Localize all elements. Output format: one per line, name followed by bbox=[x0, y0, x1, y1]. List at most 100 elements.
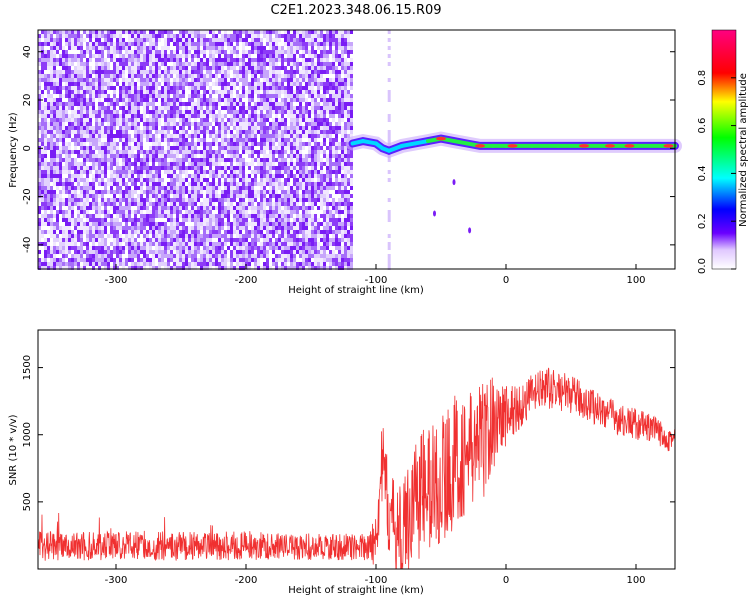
spectrogram-cell bbox=[224, 90, 227, 94]
spectrogram-cell bbox=[302, 238, 305, 242]
spectrogram-cell bbox=[290, 102, 293, 106]
spectrogram-cell bbox=[83, 186, 86, 190]
spectrogram-cell bbox=[164, 122, 167, 126]
spectrogram-cell bbox=[233, 194, 236, 198]
spectrogram-cell bbox=[53, 146, 56, 150]
spectrogram-cell bbox=[194, 226, 197, 230]
spectrogram-cell bbox=[137, 162, 140, 166]
spectrogram-cell bbox=[317, 174, 320, 178]
spectrogram-cell bbox=[185, 210, 188, 214]
spectrogram-cell bbox=[299, 246, 302, 250]
spectrogram-cell bbox=[50, 174, 53, 178]
spectrogram-cell bbox=[131, 262, 134, 266]
spectrogram-cell bbox=[317, 38, 320, 42]
spectrogram-cell bbox=[287, 86, 290, 90]
spectrogram-cell bbox=[239, 178, 242, 182]
spectrogram-cell bbox=[164, 94, 167, 98]
spectrogram-cell bbox=[176, 66, 179, 70]
spectrogram-cell bbox=[179, 222, 182, 226]
spectrogram-cell bbox=[119, 214, 122, 218]
spectrogram-cell bbox=[215, 222, 218, 226]
spectrogram-cell bbox=[185, 102, 188, 106]
spectrogram-cell bbox=[290, 230, 293, 234]
spectrogram-cell bbox=[122, 126, 125, 130]
spectrogram-cell bbox=[122, 206, 125, 210]
spectrogram-cell bbox=[299, 34, 302, 38]
spectrogram-cell bbox=[302, 62, 305, 66]
spectrogram-cell bbox=[200, 206, 203, 210]
spectrogram-cell bbox=[284, 78, 287, 82]
spectrogram-cell bbox=[173, 246, 176, 250]
spectrogram-cell bbox=[92, 82, 95, 86]
spectrogram-cell bbox=[149, 230, 152, 234]
spectrogram-cell bbox=[119, 66, 122, 70]
spectrogram-cell bbox=[257, 86, 260, 90]
spectrogram-cell bbox=[299, 214, 302, 218]
spectrogram-cell bbox=[161, 34, 164, 38]
spectrogram-cell bbox=[110, 134, 113, 138]
spectrogram-cell bbox=[236, 210, 239, 214]
spectrogram-cell bbox=[89, 74, 92, 78]
spectrogram-cell bbox=[308, 218, 311, 222]
spectrogram-cell bbox=[125, 150, 128, 154]
spectrogram-cell bbox=[305, 106, 308, 110]
spectrogram-cell bbox=[266, 174, 269, 178]
spectrogram-cell bbox=[173, 66, 176, 70]
spectrogram-cell bbox=[182, 242, 185, 246]
spectrogram-cell bbox=[272, 62, 275, 66]
spectrogram-cell bbox=[236, 46, 239, 50]
spectrogram-cell bbox=[191, 38, 194, 42]
spectrogram-cell bbox=[224, 102, 227, 106]
spectrogram-cell bbox=[92, 110, 95, 114]
spectrogram-cell bbox=[236, 202, 239, 206]
spectrogram-cell bbox=[137, 38, 140, 42]
spectrogram-cell bbox=[134, 110, 137, 114]
spectrogram-cell bbox=[53, 230, 56, 234]
spectrogram-cell bbox=[257, 94, 260, 98]
spectrogram-cell bbox=[38, 46, 41, 50]
spectrogram-cell bbox=[53, 246, 56, 250]
spectrogram-cell bbox=[50, 206, 53, 210]
spectrogram-cell bbox=[122, 146, 125, 150]
spectrogram-cell bbox=[134, 62, 137, 66]
spectrogram-cell bbox=[50, 134, 53, 138]
spectrogram-cell bbox=[260, 106, 263, 110]
spectrogram-cell bbox=[209, 226, 212, 230]
spectrogram-cell bbox=[137, 66, 140, 70]
spectrogram-cell bbox=[53, 126, 56, 130]
spectrogram-cell bbox=[104, 258, 107, 262]
spectrogram-cell bbox=[152, 118, 155, 122]
spectrogram-cell bbox=[143, 66, 146, 70]
spectrogram-cell bbox=[263, 106, 266, 110]
spectrogram-cell bbox=[320, 106, 323, 110]
spectrogram-cell bbox=[296, 190, 299, 194]
spectrogram-cell bbox=[257, 218, 260, 222]
spectrogram-cell bbox=[116, 118, 119, 122]
spectrogram-cell bbox=[272, 94, 275, 98]
spectrogram-cell bbox=[236, 58, 239, 62]
spectrogram-cell bbox=[269, 94, 272, 98]
spectrogram-cell bbox=[47, 222, 50, 226]
spectrogram-cell bbox=[167, 58, 170, 62]
spectrogram-cell bbox=[158, 250, 161, 254]
spectrogram-cell bbox=[89, 98, 92, 102]
spectrogram-cell bbox=[191, 110, 194, 114]
spectrogram-cell bbox=[104, 266, 107, 270]
spectrogram-cell bbox=[227, 266, 230, 270]
spectrogram-cell bbox=[236, 266, 239, 270]
spectrogram-cell bbox=[128, 190, 131, 194]
spectrogram-cell bbox=[191, 202, 194, 206]
spectrogram-cell bbox=[38, 174, 41, 178]
spectrogram-cell bbox=[125, 50, 128, 54]
spectrogram-cell bbox=[290, 42, 293, 46]
spectrogram-cell bbox=[197, 58, 200, 62]
spectrogram-cell bbox=[212, 254, 215, 258]
spectrogram-cell bbox=[137, 146, 140, 150]
spectrogram-cell bbox=[230, 38, 233, 42]
spectrogram-cell bbox=[53, 98, 56, 102]
spectrogram-cell bbox=[197, 82, 200, 86]
spectrogram-cell bbox=[248, 234, 251, 238]
spectrogram-cell bbox=[302, 66, 305, 70]
spectrogram-cell bbox=[275, 206, 278, 210]
spectrogram-cell bbox=[239, 242, 242, 246]
